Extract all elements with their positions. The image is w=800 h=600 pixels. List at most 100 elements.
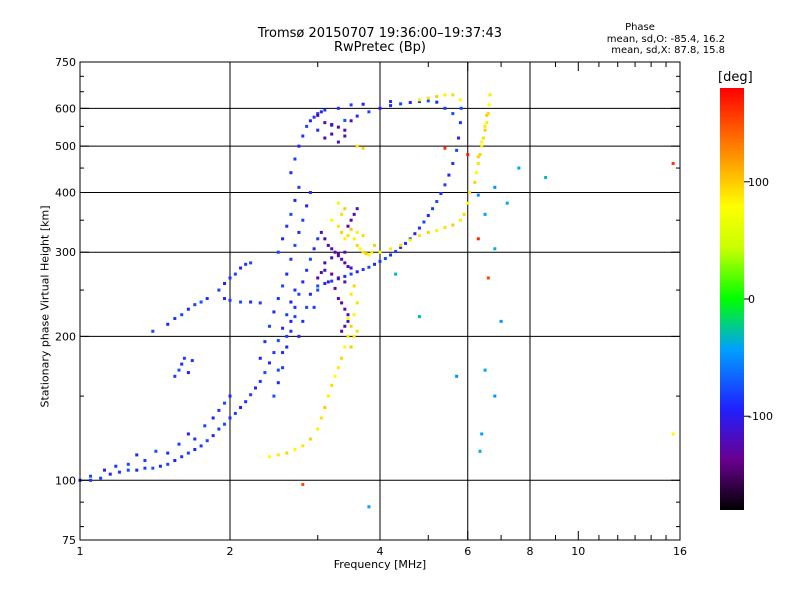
data-point bbox=[458, 121, 462, 125]
x-tick-label: 10 bbox=[571, 545, 585, 558]
data-point bbox=[233, 272, 237, 276]
data-point bbox=[285, 334, 289, 338]
y-tick-label: 400 bbox=[55, 186, 76, 199]
data-point bbox=[258, 356, 262, 360]
y-tick-label: 100 bbox=[55, 474, 76, 487]
data-point bbox=[289, 257, 293, 261]
data-point bbox=[458, 218, 462, 222]
data-point bbox=[223, 401, 227, 405]
data-point bbox=[293, 157, 297, 161]
data-point bbox=[301, 444, 305, 448]
data-point bbox=[439, 192, 443, 196]
data-point bbox=[346, 313, 350, 317]
data-point bbox=[364, 252, 368, 256]
data-point bbox=[486, 112, 490, 116]
data-point bbox=[346, 224, 350, 228]
data-point bbox=[340, 257, 344, 261]
data-point bbox=[476, 155, 480, 159]
data-point bbox=[293, 198, 297, 202]
data-point bbox=[276, 368, 280, 372]
data-point bbox=[389, 100, 393, 104]
data-point bbox=[223, 282, 227, 286]
data-point bbox=[455, 148, 459, 152]
data-point bbox=[671, 432, 675, 436]
data-point bbox=[297, 144, 301, 148]
data-point bbox=[336, 224, 340, 228]
data-point bbox=[373, 262, 377, 266]
data-point bbox=[330, 256, 334, 260]
phase-stats-o: mean, sd,O: -85.4, 16.2 bbox=[606, 34, 725, 45]
colorbar-tick-labels: 100 0 -100 bbox=[748, 176, 773, 423]
data-point bbox=[285, 272, 289, 276]
data-point bbox=[408, 101, 412, 105]
data-point bbox=[233, 411, 237, 415]
data-point bbox=[343, 134, 347, 138]
data-point bbox=[333, 374, 337, 378]
data-point bbox=[340, 230, 344, 234]
data-point bbox=[223, 297, 227, 301]
data-point bbox=[378, 259, 382, 263]
data-point bbox=[239, 300, 243, 304]
colorbar bbox=[720, 88, 744, 510]
data-point bbox=[305, 305, 309, 309]
data-point bbox=[108, 472, 112, 476]
data-point bbox=[249, 261, 253, 265]
x-axis-label: Frequency [MHz] bbox=[333, 558, 427, 571]
data-point bbox=[114, 464, 118, 468]
data-point bbox=[451, 223, 455, 227]
data-point bbox=[361, 268, 365, 272]
data-point bbox=[346, 334, 350, 338]
data-point bbox=[199, 300, 203, 304]
data-point bbox=[173, 316, 177, 320]
data-point bbox=[487, 103, 491, 107]
data-point bbox=[126, 462, 130, 466]
data-point bbox=[166, 322, 170, 326]
data-point bbox=[413, 232, 417, 236]
data-point bbox=[373, 243, 377, 247]
data-point bbox=[323, 108, 327, 112]
data-point bbox=[343, 280, 347, 284]
data-point bbox=[476, 237, 480, 241]
y-tick-label: 75 bbox=[62, 534, 76, 547]
data-point bbox=[671, 161, 675, 165]
data-point bbox=[308, 257, 312, 261]
data-point bbox=[180, 455, 184, 459]
data-point bbox=[263, 340, 267, 344]
data-point bbox=[316, 113, 320, 117]
data-point bbox=[312, 305, 316, 309]
data-point bbox=[289, 319, 293, 323]
axis-ticks bbox=[79, 61, 681, 541]
data-point bbox=[493, 394, 497, 398]
data-point bbox=[323, 282, 327, 286]
data-point bbox=[289, 212, 293, 216]
data-point bbox=[323, 405, 327, 409]
data-point bbox=[330, 279, 334, 283]
data-point bbox=[488, 93, 492, 97]
x-tick-label: 16 bbox=[673, 545, 687, 558]
data-point bbox=[443, 93, 447, 97]
data-point bbox=[297, 185, 301, 189]
data-point bbox=[383, 257, 387, 261]
data-point bbox=[355, 329, 359, 333]
data-point bbox=[285, 313, 289, 317]
data-point bbox=[505, 201, 509, 205]
x-tick-label: 1 bbox=[77, 545, 84, 558]
data-point bbox=[272, 351, 276, 355]
data-point bbox=[253, 386, 257, 390]
data-point bbox=[349, 345, 353, 349]
data-point bbox=[263, 371, 267, 375]
data-point bbox=[319, 110, 323, 114]
data-point bbox=[330, 218, 334, 222]
data-point bbox=[323, 261, 327, 265]
data-point bbox=[435, 200, 439, 204]
data-point bbox=[126, 468, 130, 472]
data-point bbox=[343, 261, 347, 265]
data-point bbox=[330, 123, 334, 127]
data-point bbox=[330, 272, 334, 276]
y-tick-label: 600 bbox=[55, 102, 76, 115]
data-point bbox=[493, 247, 497, 251]
colorbar-tick-label: -100 bbox=[748, 410, 773, 423]
y-tick-label: 300 bbox=[55, 246, 76, 259]
data-point bbox=[89, 474, 93, 478]
data-point bbox=[289, 300, 293, 304]
